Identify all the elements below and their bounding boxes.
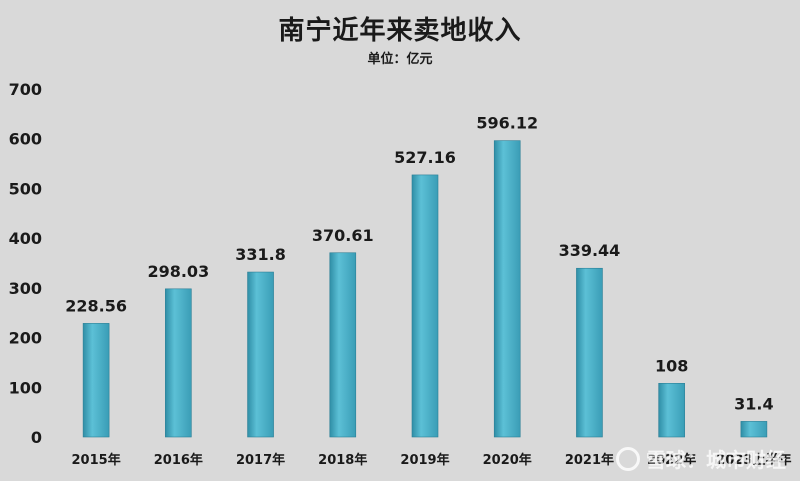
- x-tick-label: 2019年: [400, 452, 449, 468]
- x-tick-label: 2023上半年: [716, 452, 791, 468]
- data-label: 331.8: [235, 245, 286, 264]
- x-tick-label: 2022年: [647, 452, 696, 468]
- bar: [740, 421, 768, 438]
- x-tick-label: 2021年: [565, 452, 614, 468]
- x-tick-label: 2016年: [154, 452, 203, 468]
- y-tick-label: 400: [9, 229, 42, 248]
- x-tick-label: 2015年: [72, 452, 121, 468]
- data-label: 31.4: [734, 394, 773, 413]
- watermark-text: 雪球：城市财经: [646, 448, 786, 472]
- bar: [82, 323, 110, 438]
- y-tick-label: 600: [9, 130, 42, 149]
- data-label: 527.16: [394, 148, 456, 167]
- y-tick-label: 700: [9, 80, 42, 99]
- data-label: 339.44: [559, 241, 621, 260]
- bar: [658, 383, 685, 438]
- x-tick-label: 2020年: [483, 452, 532, 468]
- y-tick-label: 300: [9, 279, 42, 298]
- data-label: 298.03: [147, 262, 209, 281]
- bar: [493, 140, 521, 438]
- data-label: 596.12: [476, 114, 538, 133]
- snowball-logo-icon: [616, 446, 640, 471]
- x-tick-label: 2017年: [236, 452, 285, 468]
- watermark: 雪球：城市财经: [616, 444, 786, 473]
- bar: [165, 288, 192, 438]
- chart-title: 南宁近年来卖地收入: [278, 16, 522, 46]
- bar: [576, 267, 603, 438]
- y-tick-label: 0: [31, 428, 42, 447]
- data-label: 108: [655, 356, 688, 375]
- x-tick-label: 2018年: [318, 452, 367, 468]
- bar: [411, 174, 439, 438]
- data-label: 228.56: [65, 296, 127, 315]
- data-label: 370.61: [312, 226, 374, 245]
- y-tick-label: 500: [9, 179, 42, 198]
- y-tick-label: 100: [9, 378, 42, 397]
- chart-subtitle: 单位：亿元: [367, 52, 433, 67]
- y-tick-label: 200: [9, 329, 42, 348]
- bar: [329, 252, 357, 438]
- bar: [247, 271, 274, 438]
